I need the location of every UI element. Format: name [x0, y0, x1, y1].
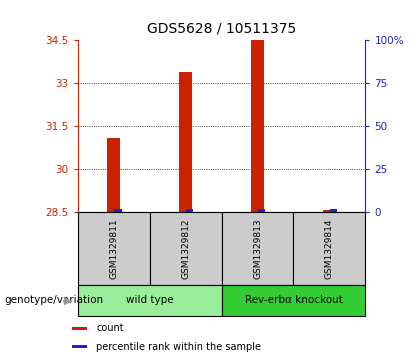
Bar [222, 285, 365, 316]
Bar [258, 209, 265, 212]
Text: count: count [96, 323, 124, 333]
Bar [150, 212, 222, 285]
Text: GSM1329811: GSM1329811 [109, 218, 118, 279]
Text: GSM1329813: GSM1329813 [253, 218, 262, 279]
Bar [251, 40, 264, 212]
Bar [78, 212, 150, 285]
Bar [72, 345, 87, 348]
Text: GSM1329812: GSM1329812 [181, 219, 190, 279]
Bar [179, 72, 192, 212]
Text: ▶: ▶ [64, 295, 73, 305]
Bar [294, 212, 365, 285]
Bar [186, 209, 194, 212]
Text: GSM1329814: GSM1329814 [325, 219, 334, 279]
Text: wild type: wild type [126, 295, 173, 305]
Text: Rev-erbα knockout: Rev-erbα knockout [244, 295, 342, 305]
Text: genotype/variation: genotype/variation [4, 295, 103, 305]
Bar [78, 285, 222, 316]
Title: GDS5628 / 10511375: GDS5628 / 10511375 [147, 22, 296, 36]
Bar [72, 327, 87, 330]
Bar [323, 210, 336, 212]
Bar [107, 138, 120, 212]
Bar [114, 209, 121, 212]
Text: percentile rank within the sample: percentile rank within the sample [96, 342, 261, 352]
Bar [222, 212, 294, 285]
Bar [330, 209, 337, 212]
